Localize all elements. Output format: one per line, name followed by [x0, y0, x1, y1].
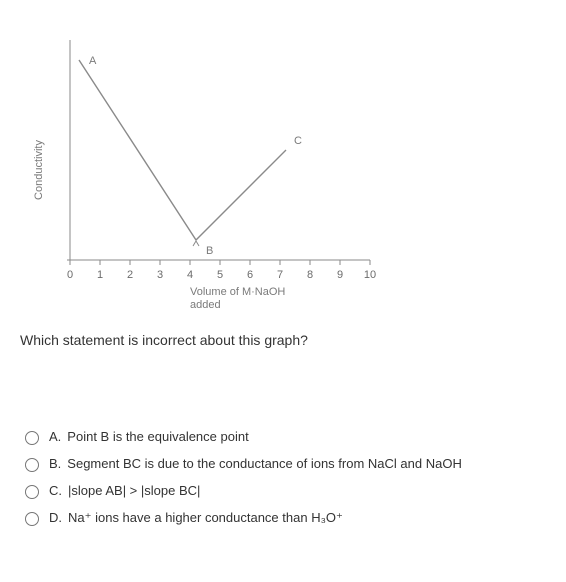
option-letter: C.: [49, 483, 62, 498]
option-text: Point B is the equivalence point: [67, 429, 248, 444]
svg-text:1: 1: [97, 269, 103, 281]
question-text: Which statement is incorrect about this …: [20, 332, 546, 348]
option-d[interactable]: D. Na⁺ ions have a higher conductance th…: [20, 509, 546, 526]
svg-text:A: A: [89, 55, 97, 67]
option-letter: A.: [49, 429, 61, 444]
x-ticks: 0 1 2 3 4 5 6 7 8 9 10: [67, 260, 376, 281]
answer-options: A. Point B is the equivalence point B. S…: [20, 428, 546, 526]
option-a[interactable]: A. Point B is the equivalence point: [20, 428, 546, 445]
x-axis-label-1: Volume of M·NaOH: [190, 286, 285, 298]
option-b[interactable]: B. Segment BC is due to the conductance …: [20, 455, 546, 472]
conductivity-chart: Conductivity 0 1 2 3 4 5 6 7 8 9 10 A B C Volume of …: [30, 20, 390, 320]
option-text: Na⁺ ions have a higher conductance than …: [68, 510, 343, 526]
option-b-radio[interactable]: [25, 458, 39, 472]
option-d-radio[interactable]: [25, 512, 39, 526]
option-a-radio[interactable]: [25, 431, 39, 445]
svg-text:0: 0: [67, 269, 73, 281]
x-axis-label-2: added: [190, 299, 221, 311]
option-c[interactable]: C. |slope AB| > |slope BC|: [20, 482, 546, 499]
option-c-radio[interactable]: [25, 485, 39, 499]
svg-text:5: 5: [217, 269, 223, 281]
option-letter: B.: [49, 456, 61, 471]
svg-text:C: C: [294, 135, 302, 147]
option-text: |slope AB| > |slope BC|: [68, 483, 200, 498]
option-letter: D.: [49, 510, 62, 525]
svg-text:2: 2: [127, 269, 133, 281]
svg-text:3: 3: [157, 269, 163, 281]
y-axis-label: Conductivity: [33, 140, 45, 200]
svg-text:B: B: [206, 245, 213, 257]
svg-text:9: 9: [337, 269, 343, 281]
option-text: Segment BC is due to the conductance of …: [67, 456, 462, 471]
svg-text:7: 7: [277, 269, 283, 281]
svg-text:6: 6: [247, 269, 253, 281]
svg-text:10: 10: [364, 269, 376, 281]
svg-text:8: 8: [307, 269, 313, 281]
svg-text:4: 4: [187, 269, 193, 281]
point-labels: A B C: [89, 55, 302, 257]
titration-curve: [79, 60, 286, 246]
